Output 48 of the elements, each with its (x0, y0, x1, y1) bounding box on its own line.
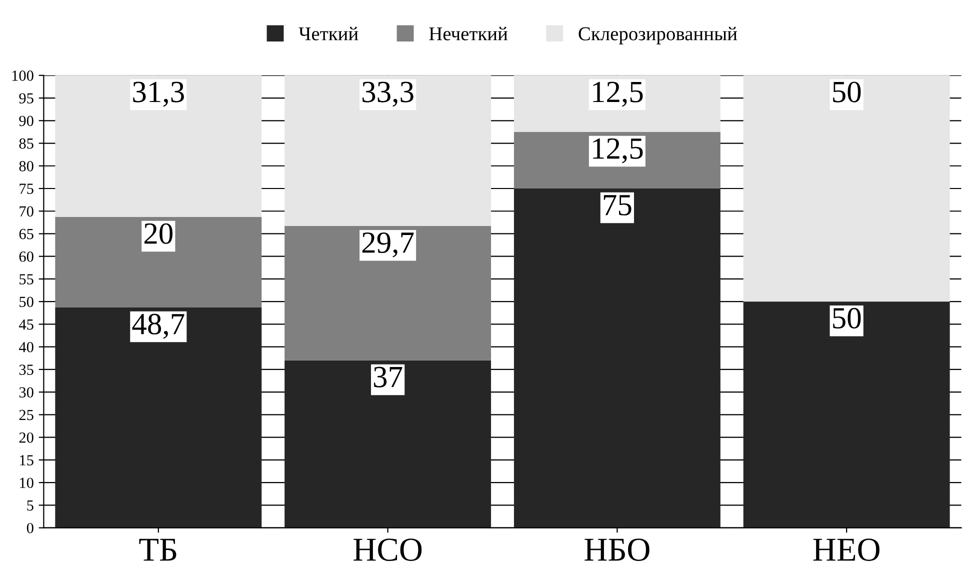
bar (55, 307, 262, 528)
data-label: 50 (833, 82, 861, 102)
data-label: 37 (374, 366, 402, 388)
data-label: 31,3 (133, 82, 184, 107)
y-tick-label: 30 (19, 387, 34, 398)
y-tick-label: 45 (18, 319, 34, 330)
legend-label: Склерозированный (578, 26, 738, 44)
y-tick-label: 95 (19, 93, 34, 104)
y-tick-label: 10 (20, 478, 34, 488)
x-tick-label: НЕО (813, 538, 880, 561)
bar (55, 75, 262, 217)
data-label: 33,3 (362, 82, 414, 107)
y-tick-label: 55 (20, 274, 34, 284)
data-label: 29,7 (362, 232, 414, 258)
bar (743, 75, 950, 302)
y-tick-label: 40 (18, 342, 34, 352)
y-tick-label: 70 (20, 206, 34, 217)
y-tick-label: 85 (19, 138, 34, 149)
y-tick-label: 100 (12, 70, 34, 81)
y-tick-label: 80 (19, 161, 34, 172)
y-tick-label: 35 (19, 364, 34, 375)
data-label: 48,7 (132, 314, 184, 339)
bar (743, 302, 950, 528)
y-tick-label: 15 (20, 455, 34, 466)
data-label: 50 (833, 308, 861, 329)
bar (55, 217, 262, 308)
legend-label: Нечеткий (429, 26, 508, 40)
x-tick-label: НБО (584, 538, 650, 561)
y-tick-label: 90 (19, 116, 34, 126)
y-tick-label: 25 (19, 410, 34, 420)
y-tick-label: 65 (19, 228, 34, 240)
x-tick-label: ТБ (139, 538, 176, 561)
y-tick-label: 0 (26, 522, 34, 534)
bar (284, 360, 492, 528)
data-label: 20 (144, 223, 173, 244)
data-label: 75 (604, 195, 632, 216)
y-tick-label: 60 (19, 252, 34, 262)
y-tick-label: 50 (20, 296, 34, 308)
y-tick-label: 20 (19, 432, 34, 443)
legend-label: Четкий (298, 26, 358, 40)
bar (284, 226, 492, 360)
data-label: 12,5 (593, 82, 643, 107)
bar (284, 75, 492, 226)
bar (514, 188, 720, 528)
data-label: 12,5 (593, 138, 643, 164)
x-tick-label: НСО (354, 538, 422, 561)
y-tick-label: 5 (27, 500, 34, 511)
y-tick-label: 75 (20, 184, 34, 194)
